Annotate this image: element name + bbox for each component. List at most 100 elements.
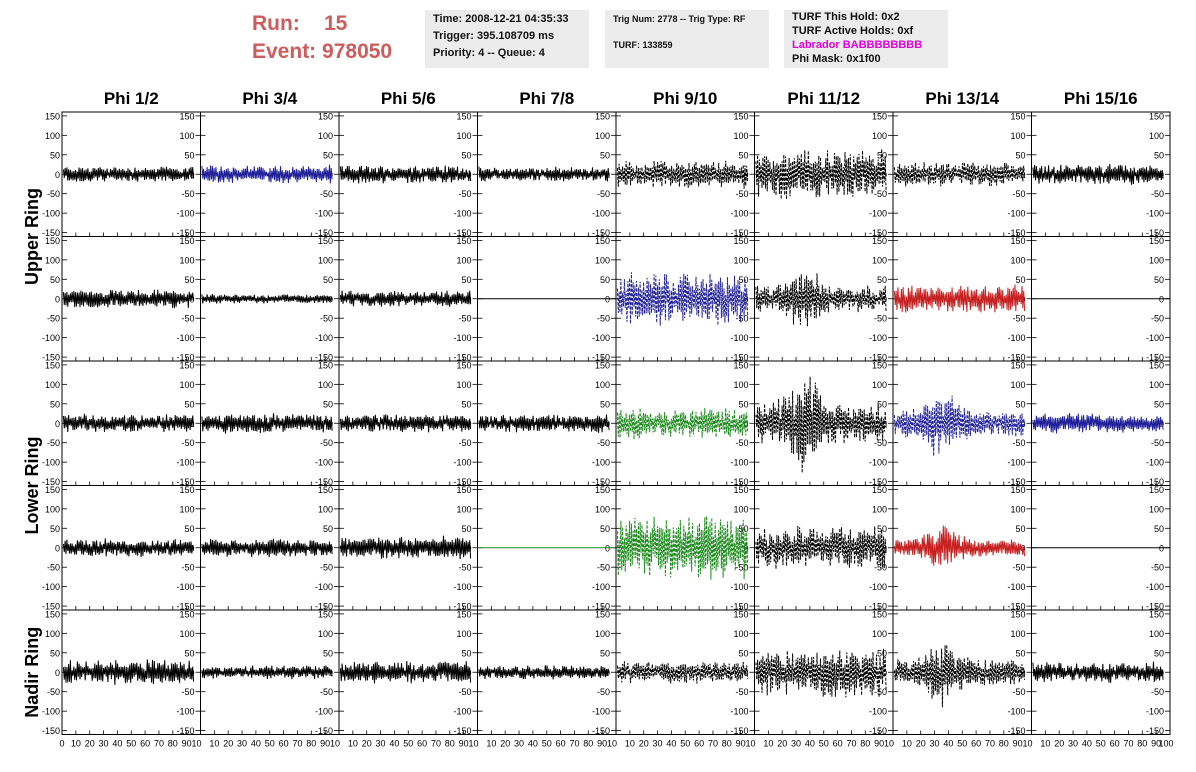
y-tick-label: 100 [1010,131,1025,141]
y-tick-label: 50 [50,275,60,285]
y-tick-label: -150 [592,477,610,487]
x-tick-label: 30 [791,739,801,749]
x-tick-label: 20 [777,739,787,749]
x-tick-label: 20 [85,739,95,749]
y-tick-label: 50 [184,648,194,658]
y-tick-label: -100 [315,458,333,468]
y-tick-label: 50 [1154,150,1164,160]
x-tick-label: 90 [874,739,884,749]
y-tick-label: 150 [733,236,748,246]
y-tick-label: 150 [456,609,471,619]
y-tick-label: 100 [595,629,610,639]
y-tick-label: -100 [1007,582,1025,592]
y-tick-label: 50 [1154,524,1164,534]
y-tick-label: -100 [315,707,333,717]
y-tick-label: 0 [55,294,60,304]
y-tick-label: -150 [1007,726,1025,736]
y-tick-label: -100 [869,707,887,717]
y-tick-label: -50 [1012,438,1025,448]
y-tick-label: 50 [1154,399,1164,409]
y-tick-label: 150 [595,236,610,246]
turf-text: TURF: 133859 [613,40,673,50]
y-tick-label: 150 [595,360,610,370]
y-tick-label: 100 [595,504,610,514]
y-tick-label: -150 [315,602,333,612]
y-tick-label: -150 [592,353,610,363]
y-tick-label: 50 [184,399,194,409]
event-value: 978050 [322,40,393,63]
y-tick-label: -100 [315,582,333,592]
y-tick-label: 50 [877,648,887,658]
y-tick-label: -150 [176,602,194,612]
run-label: Run: [252,12,300,35]
y-tick-label: 150 [45,111,60,121]
y-tick-label: 150 [179,485,194,495]
x-tick-label: 80 [583,739,593,749]
x-tick-label: 10 [330,739,340,749]
waveform-trace [616,272,749,326]
y-tick-label: 50 [323,399,333,409]
y-tick-label: -150 [730,602,748,612]
y-tick-label: 150 [733,609,748,619]
y-tick-label: 100 [456,629,471,639]
x-tick-label: 60 [417,739,427,749]
y-tick-label: -100 [592,333,610,343]
x-tick-label: 30 [99,739,109,749]
y-tick-label: -150 [453,726,471,736]
waveform-trace [62,659,195,686]
y-tick-label: -150 [869,353,887,363]
y-tick-label: 50 [877,524,887,534]
y-tick-label: -50 [1012,563,1025,573]
y-tick-label: -50 [458,563,471,573]
y-tick-label: 100 [1010,380,1025,390]
x-tick-label: 10 [468,739,478,749]
waveform-trace [478,414,610,433]
x-tick-label: 90 [597,739,607,749]
y-tick-label: -150 [42,477,60,487]
x-tick-label: 60 [833,739,843,749]
x-tick-label: 80 [722,739,732,749]
x-tick-label: 80 [999,739,1009,749]
x-tick-label: 70 [431,739,441,749]
y-tick-label: 100 [45,504,60,514]
y-tick-label: 50 [184,524,194,534]
y-tick-label: 50 [50,399,60,409]
waveform-trace [755,525,887,570]
y-tick-label: 150 [733,360,748,370]
y-tick-label: -150 [869,602,887,612]
y-tick-label: -50 [458,314,471,324]
y-tick-label: -50 [181,563,194,573]
waveform-trace [339,535,472,560]
y-tick-label: -50 [1012,189,1025,199]
y-tick-label: 100 [45,131,60,141]
y-tick-label: 100 [733,255,748,265]
x-tick-label: 10 [607,739,617,749]
y-tick-label: -50 [47,314,60,324]
y-tick-label: 150 [318,485,333,495]
x-tick-label: 30 [237,739,247,749]
waveform-trace [616,661,749,684]
y-tick-label: -100 [315,333,333,343]
y-tick-label: -50 [47,687,60,697]
y-tick-label: -150 [592,726,610,736]
y-tick-label: 100 [179,131,194,141]
y-tick-label: 150 [1010,485,1025,495]
y-tick-label: 150 [318,111,333,121]
x-tick-label: 10 [745,739,755,749]
y-tick-label: 100 [1149,629,1164,639]
y-tick-label: -100 [869,458,887,468]
y-tick-label: 150 [1010,111,1025,121]
x-tick-label: 90 [459,739,469,749]
x-tick-label: 40 [528,739,538,749]
x-tick-label: 60 [694,739,704,749]
waveform-trace [62,166,195,182]
y-tick-label: -100 [1146,333,1164,343]
y-tick-label: -100 [453,458,471,468]
labrador-text: Labrador BABBBBBBBB [792,39,923,51]
y-tick-label: 100 [318,131,333,141]
x-tick-label: 10 [1040,739,1050,749]
x-tick-label: 20 [639,739,649,749]
y-tick-label: -150 [1007,477,1025,487]
y-tick-label: 50 [600,524,610,534]
y-tick-label: 150 [1149,111,1164,121]
